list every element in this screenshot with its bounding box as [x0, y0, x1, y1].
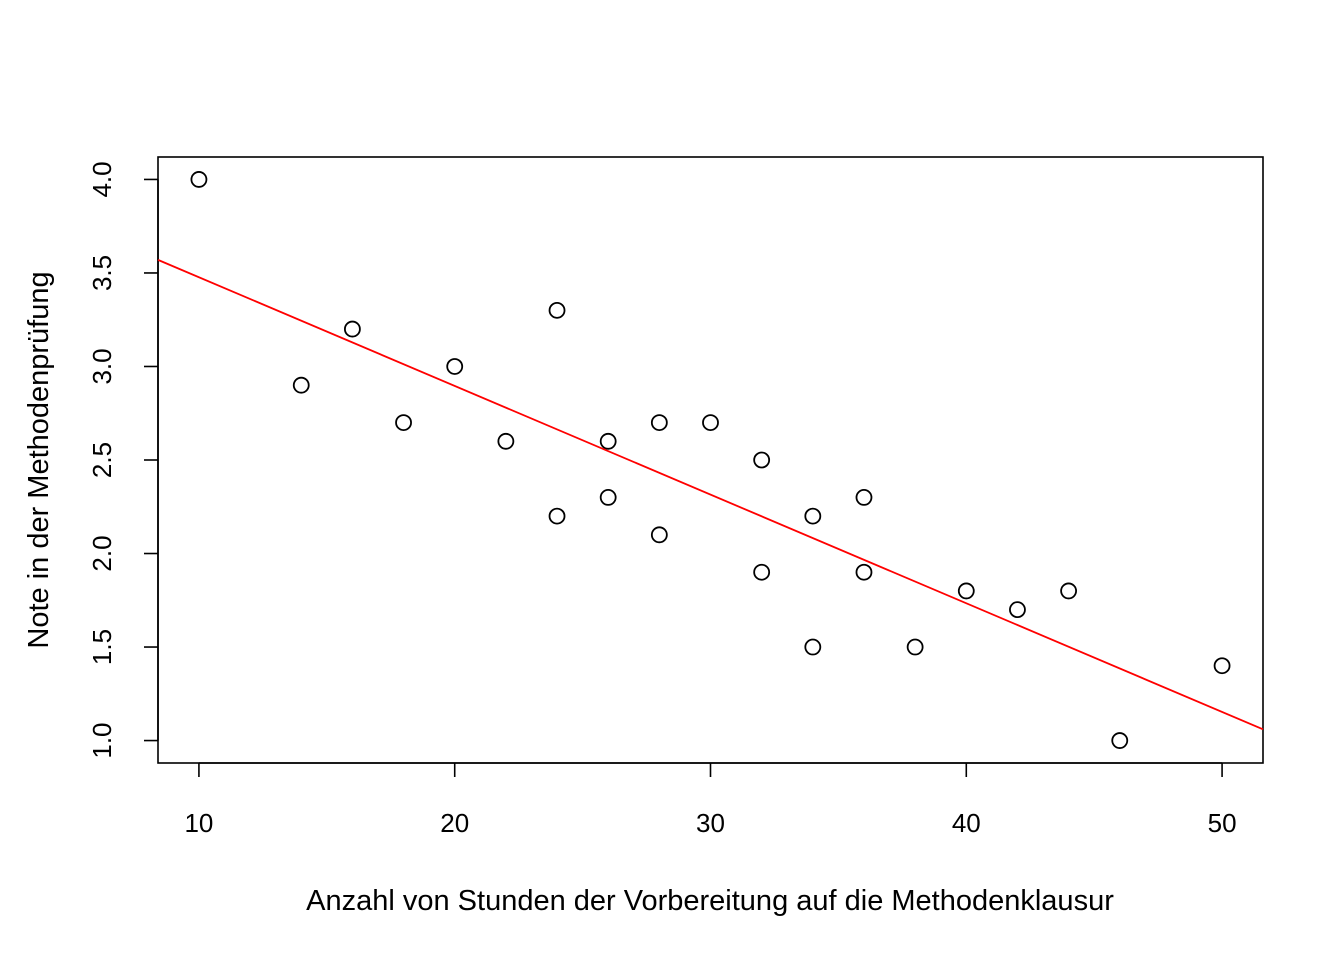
- data-point: [702, 414, 719, 431]
- data-point: [804, 507, 822, 525]
- data-point: [753, 451, 771, 469]
- data-point: [395, 414, 412, 431]
- y-tick-label: 2.5: [87, 442, 117, 478]
- data-point: [855, 489, 873, 506]
- data-point: [906, 638, 924, 656]
- data-point: [599, 432, 617, 450]
- y-tick-label: 2.0: [87, 535, 117, 571]
- data-point: [1060, 582, 1078, 600]
- y-tick-label: 1.0: [87, 722, 117, 758]
- data-point: [599, 489, 617, 506]
- data-point: [548, 507, 566, 525]
- x-tick-label: 20: [440, 808, 469, 838]
- data-point: [957, 582, 975, 600]
- x-tick-label: 30: [696, 808, 725, 838]
- y-tick-label: 3.0: [87, 348, 117, 384]
- x-tick-label: 50: [1208, 808, 1237, 838]
- data-point: [1111, 732, 1129, 749]
- data-point: [1213, 657, 1231, 675]
- y-axis-title: Note in der Methodenprüfung: [23, 271, 55, 648]
- regression-line: [157, 259, 1264, 731]
- plot-frame: [157, 156, 1264, 764]
- y-tick-label: 4.0: [87, 161, 117, 197]
- y-tick-label: 1.5: [87, 629, 117, 665]
- data-point: [548, 301, 566, 319]
- x-axis-title: Anzahl von Stunden der Vorbereitung auf …: [306, 885, 1114, 917]
- data-points: [190, 171, 1231, 749]
- data-point: [855, 563, 873, 581]
- data-point: [804, 638, 822, 656]
- data-point: [650, 526, 668, 544]
- data-point: [446, 358, 464, 375]
- data-point: [753, 563, 771, 581]
- data-point: [497, 432, 515, 450]
- x-tick-label: 40: [952, 808, 981, 838]
- data-point: [343, 320, 361, 338]
- data-point: [190, 171, 208, 188]
- y-tick-label: 3.5: [87, 255, 117, 291]
- data-point: [1009, 601, 1026, 619]
- x-axis: 10 20 30 40 50: [184, 762, 1237, 838]
- data-point: [292, 376, 310, 394]
- y-axis: 1.0 1.5 2.0 2.5 3.0 3.5 4.0: [87, 161, 159, 759]
- data-point: [650, 414, 668, 431]
- x-tick-label: 10: [184, 808, 213, 838]
